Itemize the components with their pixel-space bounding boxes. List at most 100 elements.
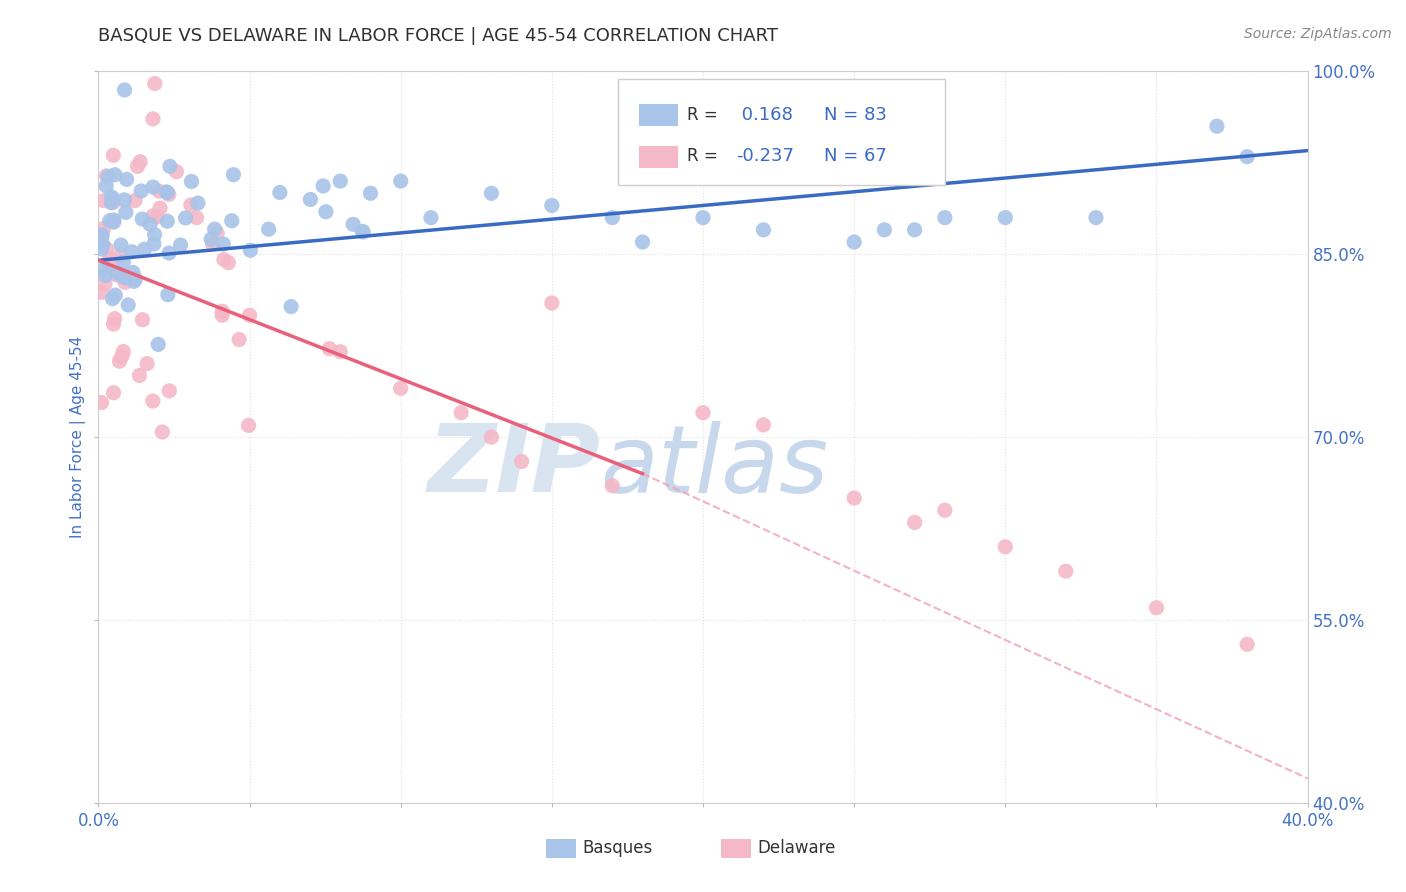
Point [104, 168, 127, 182]
Point [105, 266, 128, 280]
Point [239, 244, 262, 258]
Point [111, 350, 134, 364]
Point [142, 236, 165, 251]
Point [110, 248, 132, 262]
Point [389, 381, 412, 395]
Text: Basques: Basques [582, 839, 652, 857]
Point [101, 214, 124, 228]
Point [90, 395, 112, 409]
Bar [721, 839, 751, 858]
Point [103, 192, 125, 206]
Point [150, 425, 173, 439]
Point [904, 223, 927, 237]
Point [204, 222, 226, 236]
Point [692, 406, 714, 420]
Point [157, 384, 180, 398]
Point [93, 262, 115, 277]
Point [94, 277, 117, 291]
Point [96, 169, 118, 183]
Point [129, 154, 152, 169]
Point [129, 184, 152, 198]
Point [149, 201, 172, 215]
Point [186, 211, 208, 225]
Y-axis label: In Labor Force | Age 45-54: In Labor Force | Age 45-54 [70, 336, 86, 538]
Point [96, 242, 118, 256]
Point [180, 174, 202, 188]
Point [631, 235, 654, 249]
Point [114, 83, 136, 97]
Point [205, 226, 228, 240]
Point [299, 193, 322, 207]
Point [200, 232, 222, 246]
Point [342, 217, 364, 231]
Point [257, 222, 280, 236]
Point [994, 540, 1017, 554]
Point [540, 198, 562, 212]
Point [103, 213, 125, 227]
Point [156, 287, 179, 301]
Point [100, 195, 122, 210]
Text: -0.237: -0.237 [735, 147, 793, 165]
Point [139, 217, 162, 231]
Point [329, 174, 352, 188]
Point [127, 159, 149, 173]
Point [187, 196, 209, 211]
Point [122, 265, 145, 279]
Point [148, 184, 170, 198]
Point [97, 256, 120, 270]
Point [280, 300, 302, 314]
Point [103, 195, 125, 210]
Point [201, 237, 224, 252]
Point [269, 186, 291, 200]
Point [1236, 637, 1258, 651]
Bar [638, 146, 678, 168]
Point [360, 186, 382, 201]
Point [146, 210, 169, 224]
Point [156, 186, 179, 200]
Point [122, 274, 145, 288]
Point [752, 223, 775, 237]
Point [112, 344, 135, 359]
Point [217, 255, 239, 269]
Point [228, 333, 250, 347]
Point [136, 357, 159, 371]
FancyBboxPatch shape [619, 78, 945, 185]
Text: ZIP: ZIP [427, 420, 600, 512]
Point [90, 236, 112, 251]
Point [110, 266, 132, 280]
Point [174, 211, 197, 225]
Point [115, 205, 138, 219]
Point [121, 244, 143, 259]
Bar [638, 104, 678, 127]
Point [148, 337, 170, 351]
Point [100, 190, 122, 204]
Point [602, 211, 624, 225]
Point [98, 213, 121, 227]
Point [1085, 211, 1108, 225]
Point [510, 454, 533, 468]
Point [994, 211, 1017, 225]
Point [238, 418, 260, 433]
Point [212, 252, 235, 267]
Point [904, 516, 927, 530]
Point [752, 417, 775, 432]
Point [114, 193, 136, 207]
Point [142, 180, 165, 194]
Point [112, 255, 135, 269]
Point [131, 312, 153, 326]
Point [124, 271, 146, 285]
Point [211, 308, 233, 322]
Point [90, 285, 112, 300]
Text: N = 67: N = 67 [824, 147, 887, 165]
Text: Source: ZipAtlas.com: Source: ZipAtlas.com [1244, 27, 1392, 41]
Point [143, 77, 166, 91]
Bar [546, 839, 576, 858]
Point [420, 211, 443, 225]
Point [312, 178, 335, 193]
Point [115, 172, 138, 186]
Point [104, 288, 127, 302]
Point [131, 212, 153, 227]
Point [1054, 564, 1077, 578]
Point [180, 198, 202, 212]
Point [114, 276, 136, 290]
